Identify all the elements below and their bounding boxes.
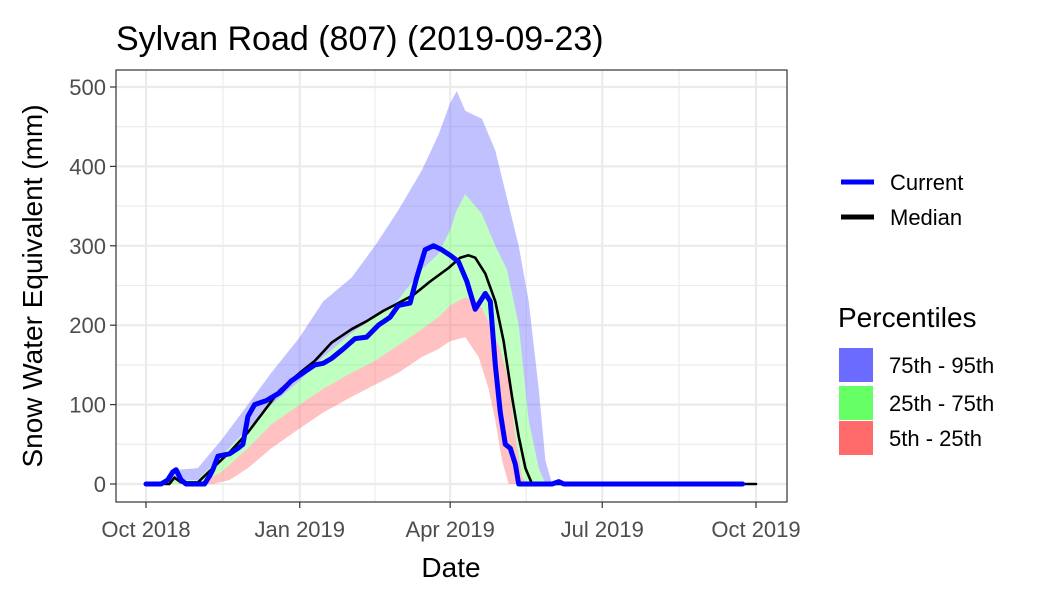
panel-border: [115, 69, 788, 503]
legend-label-current: Current: [890, 170, 963, 195]
x-tick-label: Oct 2018: [101, 517, 190, 542]
y-axis: 0 100 200 300 400 500: [69, 75, 116, 497]
legend-label-5-25: 5th - 25th: [889, 426, 982, 451]
y-axis-title: Snow Water Equivalent (mm): [17, 104, 48, 467]
band-5-25: [146, 297, 756, 484]
y-tick-label: 300: [69, 234, 106, 259]
y-tick-label: 500: [69, 75, 106, 100]
band-75-95: [146, 91, 756, 484]
x-axis: Oct 2018 Jan 2019 Apr 2019 Jul 2019 Oct 2019: [101, 502, 801, 542]
plot-panel: [115, 69, 788, 503]
legend-item-median: Median: [841, 205, 962, 230]
x-tick-label: Jan 2019: [254, 517, 345, 542]
x-tick-label: Jul 2019: [561, 517, 644, 542]
legend-item-75-95: 75th - 95th: [839, 348, 994, 382]
grid: [116, 70, 787, 502]
legend-label-median: Median: [890, 205, 962, 230]
legend-label-75-95: 75th - 95th: [889, 353, 994, 378]
y-tick-label: 400: [69, 154, 106, 179]
y-tick-label: 0: [94, 472, 106, 497]
legend-key-75-95: [839, 348, 873, 382]
y-tick-label: 100: [69, 393, 106, 418]
legend-key-25-75: [839, 386, 873, 420]
current-line: [143, 243, 746, 487]
x-axis-title: Date: [421, 552, 480, 583]
series-lines: [143, 243, 758, 487]
legend-key-5-25: [839, 421, 873, 455]
legend: Current Median Percentiles 75th - 95th 2…: [838, 170, 994, 455]
chart-title: Sylvan Road (807) (2019-09-23): [116, 20, 604, 58]
legend-label-25-75: 25th - 75th: [889, 391, 994, 416]
x-tick-label: Apr 2019: [406, 517, 495, 542]
legend-item-5-25: 5th - 25th: [839, 421, 982, 455]
x-tick-label: Oct 2019: [711, 517, 800, 542]
percentile-bands: [146, 91, 756, 484]
legend-title-percentiles: Percentiles: [838, 302, 977, 333]
y-tick-label: 200: [69, 313, 106, 338]
band-25-75: [146, 194, 756, 484]
legend-item-25-75: 25th - 75th: [839, 386, 994, 420]
legend-item-current: Current: [841, 170, 963, 195]
